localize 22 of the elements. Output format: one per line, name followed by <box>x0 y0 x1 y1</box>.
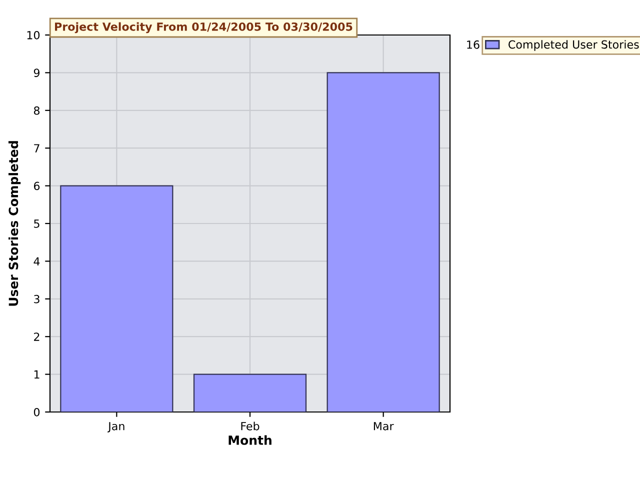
y-tick-label: 9 <box>34 68 40 78</box>
x-axis-title: Month <box>228 435 272 445</box>
bar <box>60 185 174 412</box>
legend-label: Completed User Stories <box>508 40 639 51</box>
bar <box>326 72 440 412</box>
y-tick-label: 3 <box>34 294 40 304</box>
y-tick-label: 5 <box>34 220 40 228</box>
y-tick-label: 10 <box>27 30 40 40</box>
y-tick-label: 8 <box>34 106 40 115</box>
x-tick-label: Feb <box>241 422 260 430</box>
text: 16 <box>467 40 480 49</box>
y-tick-label: 1 <box>34 370 40 379</box>
y-tick-label: 0 <box>34 408 40 416</box>
y-axis-title: User Stories Completed <box>8 141 21 306</box>
chart-title: Project Velocity From 01/24/2005 To 03/30/2005 <box>55 22 352 34</box>
y-tick-label: 6 <box>34 182 40 190</box>
y-tick-label: 4 <box>34 257 40 266</box>
x-tick-label: Mar <box>374 422 394 430</box>
y-tick-label: 2 <box>34 332 40 341</box>
x-tick-label: Jan <box>108 422 124 432</box>
bar <box>193 374 307 412</box>
y-tick-label: 7 <box>34 144 40 152</box>
